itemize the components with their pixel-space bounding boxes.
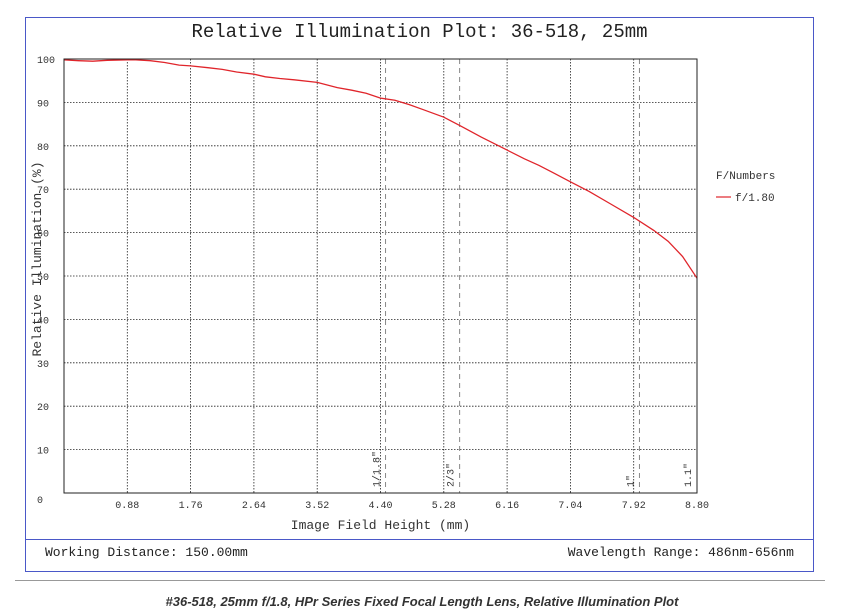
wavelength-range: Wavelength Range: 486nm-656nm [567, 545, 794, 560]
y-tick-label: 50 [37, 273, 49, 284]
x-tick-label: 7.04 [558, 501, 582, 512]
x-tick-label: 3.52 [305, 501, 329, 512]
curve-layer [63, 59, 698, 279]
relative-illumination-chart: 1/1.8" 2/3" 1" 1.1" 0.88 1.76 2.64 3.52 4.40 5.2… [30, 56, 775, 533]
y-tick-label: 70 [37, 186, 49, 197]
footer-divider [25, 539, 814, 540]
y-tick-label: 40 [37, 316, 49, 327]
legend: F/Numbers f/1.80 [716, 171, 775, 205]
working-distance: Working Distance: 150.00mm [45, 545, 248, 560]
x-tick-label: 6.16 [495, 501, 519, 512]
sensor-format-label: 1.1" [683, 463, 695, 487]
x-tick-label: 8.80 [685, 501, 709, 512]
y-tick-label: 80 [37, 143, 49, 154]
sensor-format-label: 2/3" [446, 463, 458, 487]
y-tick-labels: 0 10 20 30 40 50 60 70 80 90 100 [37, 56, 55, 507]
figure-caption: #36-518, 25mm f/1.8, HPr Series Fixed Fo… [165, 594, 679, 609]
chart-frame [25, 17, 814, 572]
x-tick-label: 4.40 [368, 501, 392, 512]
y-tick-label: 100 [37, 56, 55, 67]
x-tick-label: 2.64 [242, 501, 266, 512]
y-tick-label: 10 [37, 447, 49, 458]
x-tick-labels: 0.88 1.76 2.64 3.52 4.40 5.28 6.16 7.04 7.92 8.80 [115, 501, 709, 512]
grid [64, 58, 698, 494]
y-tick-label: 30 [37, 360, 49, 371]
plot-area [63, 58, 698, 494]
x-tick-label: 1.76 [179, 501, 203, 512]
x-axis-label: Image Field Height (mm) [291, 518, 470, 533]
x-tick-label: 7.92 [622, 501, 646, 512]
y-tick-label: 60 [37, 230, 49, 241]
sensor-format-label: 1/1.8" [372, 451, 384, 487]
x-tick-label: 5.28 [432, 501, 456, 512]
sensor-format-label: 1" [625, 475, 637, 487]
x-tick-label: 0.88 [115, 501, 139, 512]
y-tick-label: 0 [37, 496, 43, 507]
caption-divider [15, 580, 825, 581]
chart-title: Relative Illumination Plot: 36-518, 25mm [191, 21, 648, 43]
y-axis-label: Relative Illumination (%) [30, 161, 45, 356]
series-line-f180 [63, 59, 698, 279]
legend-entry: f/1.80 [735, 193, 775, 205]
sensor-format-markers: 1/1.8" 2/3" 1" 1.1" [372, 59, 698, 493]
y-tick-label: 90 [37, 99, 49, 110]
y-tick-label: 20 [37, 403, 49, 414]
legend-title: F/Numbers [716, 171, 775, 183]
